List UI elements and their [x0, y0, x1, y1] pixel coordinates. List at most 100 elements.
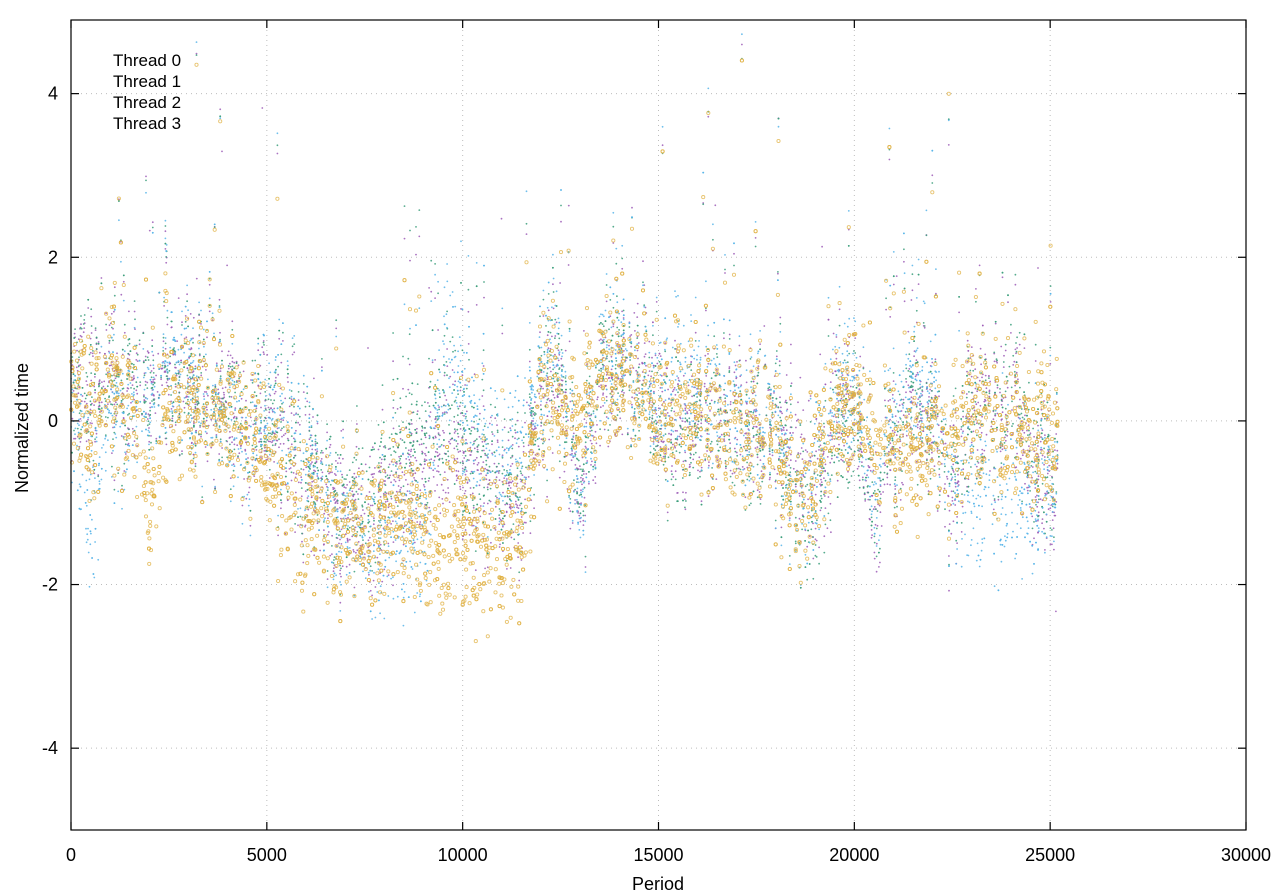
data-point	[495, 476, 498, 479]
data-point	[479, 412, 481, 415]
data-point	[884, 464, 886, 467]
data-point	[992, 418, 995, 421]
data-point	[338, 542, 340, 545]
data-point	[297, 413, 299, 416]
data-point	[931, 182, 934, 184]
data-point	[378, 544, 380, 547]
data-point	[840, 458, 843, 461]
data-point	[838, 443, 840, 446]
data-point	[327, 531, 330, 533]
data-point	[472, 486, 475, 489]
data-point	[331, 463, 333, 465]
data-point	[219, 438, 222, 441]
data-point	[442, 404, 445, 407]
data-point	[181, 324, 183, 326]
data-point	[308, 438, 311, 441]
data-point	[539, 404, 542, 406]
data-point	[379, 496, 382, 498]
data-point	[979, 404, 982, 407]
data-point	[1014, 273, 1017, 276]
data-point	[907, 330, 910, 333]
data-point	[387, 448, 390, 450]
data-point	[146, 350, 149, 353]
data-point	[100, 401, 103, 404]
data-point	[381, 580, 384, 583]
data-point	[213, 226, 216, 229]
data-point	[120, 379, 123, 382]
data-point	[810, 492, 813, 495]
data-point	[1054, 449, 1056, 451]
data-point	[966, 339, 969, 342]
data-point	[666, 519, 669, 522]
data-point	[889, 418, 891, 421]
data-point	[943, 471, 946, 473]
data-point	[482, 389, 485, 392]
data-point	[1000, 419, 1003, 421]
data-point	[755, 425, 757, 428]
data-point	[423, 463, 426, 466]
data-point	[980, 363, 982, 366]
data-point	[905, 391, 907, 394]
data-point	[285, 462, 288, 465]
data-point	[257, 349, 260, 352]
data-point	[812, 557, 815, 560]
data-point	[486, 566, 489, 569]
data-point	[132, 375, 135, 377]
data-point	[952, 520, 955, 523]
data-point	[744, 496, 747, 499]
data-point	[698, 456, 701, 459]
data-point	[799, 424, 802, 426]
data-point	[509, 481, 511, 484]
data-point	[301, 540, 303, 543]
data-point	[752, 380, 755, 383]
data-point	[1044, 417, 1046, 420]
data-point	[560, 220, 562, 223]
data-point	[920, 417, 922, 420]
data-point	[892, 380, 895, 382]
data-point	[379, 471, 382, 474]
data-point	[663, 400, 665, 403]
data-point	[442, 489, 445, 492]
data-point	[378, 537, 380, 539]
data-point	[455, 475, 458, 477]
data-point	[369, 504, 372, 507]
data-point	[262, 340, 265, 342]
data-point	[816, 519, 818, 522]
data-point	[89, 400, 92, 403]
data-point	[784, 401, 787, 404]
data-point	[654, 449, 657, 452]
data-point	[523, 521, 526, 524]
data-point	[734, 364, 737, 367]
data-point	[408, 458, 411, 461]
data-point	[511, 480, 514, 483]
data-point	[520, 480, 523, 483]
data-point	[108, 395, 111, 398]
data-point	[707, 115, 710, 118]
data-point	[911, 453, 914, 455]
data-point	[684, 420, 687, 423]
data-point	[703, 385, 706, 388]
data-point	[176, 340, 179, 342]
data-point	[739, 375, 742, 378]
data-point	[489, 403, 492, 406]
data-point	[514, 431, 517, 434]
data-point	[612, 325, 615, 328]
data-point	[949, 425, 952, 427]
data-point	[1043, 527, 1045, 530]
data-point	[483, 296, 485, 299]
data-point	[758, 447, 761, 450]
data-point	[579, 520, 582, 523]
data-point	[506, 495, 509, 497]
data-point	[806, 451, 809, 453]
data-point	[1018, 343, 1021, 346]
data-point	[178, 413, 181, 416]
data-point	[691, 395, 693, 398]
data-point	[853, 439, 855, 442]
data-point	[802, 409, 805, 411]
data-point	[148, 440, 151, 443]
data-point	[191, 441, 193, 444]
data-point	[340, 430, 343, 432]
data-point	[916, 371, 919, 374]
data-point	[740, 446, 743, 449]
data-point	[408, 333, 411, 336]
